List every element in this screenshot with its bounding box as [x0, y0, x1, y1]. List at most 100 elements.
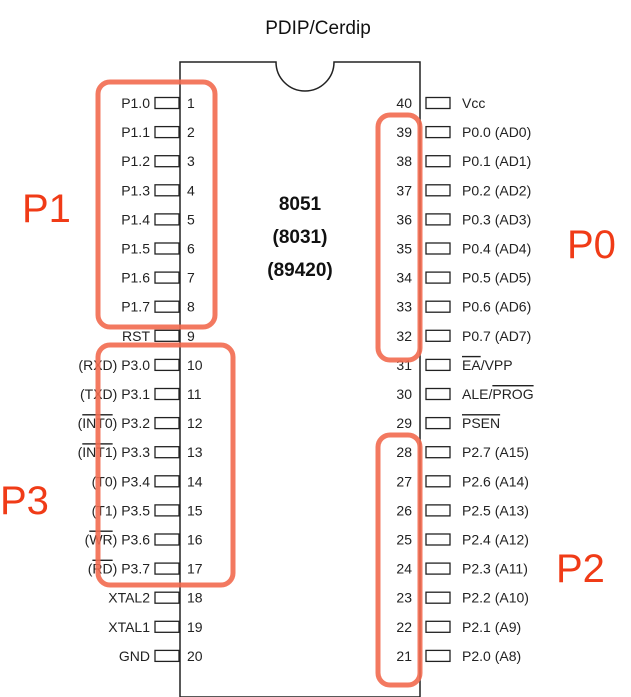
pin-label-part: P1.3: [121, 182, 150, 198]
pin-lead: [425, 416, 451, 430]
pin-number: 6: [187, 241, 195, 257]
pin-lead: [425, 387, 451, 401]
pin-number: 36: [396, 211, 412, 227]
pin-lead: [425, 329, 451, 342]
left-pin-5: 5 P1.4: [121, 211, 195, 227]
right-pin-32: 32 P0.7 (AD7): [396, 328, 531, 344]
right-pin-label: P0.7 (AD7): [462, 328, 531, 344]
port-p1-highlight: [95, 79, 218, 330]
pin-lead: [154, 446, 180, 459]
right-pin-21: 21 P2.0 (A8): [396, 648, 521, 664]
pin-lead: [425, 562, 451, 575]
pin-number: 1: [187, 95, 195, 111]
pin-lead: [154, 533, 180, 546]
pin-number: 25: [396, 532, 412, 548]
pin-label-part: P1.0: [121, 95, 150, 111]
right-pin-35: 35 P0.4 (AD4): [396, 241, 531, 257]
pin-number: 29: [396, 415, 412, 431]
pin-label-part: P2.1 (A9): [462, 619, 521, 635]
pin-lead: [154, 620, 180, 633]
right-pin-38: 38 P0.1 (AD1): [396, 153, 531, 169]
pin-number: 23: [396, 590, 412, 606]
pin-label-part: PSEN: [462, 415, 500, 431]
right-pin-label: P0.2 (AD2): [462, 182, 531, 198]
pin-label-part: Vcc: [462, 95, 485, 111]
right-pin-40: 40 Vcc: [396, 95, 485, 111]
pin-number: 21: [396, 648, 412, 664]
pin-label-part: ) P3.3: [113, 444, 151, 460]
right-pin-34: 34 P0.5 (AD5): [396, 270, 531, 286]
pin-number: 8: [187, 299, 195, 315]
left-pin-label: P1.7: [121, 299, 150, 315]
pin-number: 10: [187, 357, 203, 373]
pin-label-part: (T0) P3.4: [92, 473, 151, 489]
right-pin-label: P2.5 (A13): [462, 502, 529, 518]
pin-lead: [154, 125, 180, 139]
pin-label-part: GND: [119, 648, 150, 664]
left-pin-label: (T1) P3.5: [92, 502, 151, 518]
port-label-p2: P2: [556, 547, 605, 591]
pin-label-part: P0.4 (AD4): [462, 241, 531, 257]
left-pin-15: 15 (T1) P3.5: [92, 502, 203, 518]
pin-label-part: P0.7 (AD7): [462, 328, 531, 344]
port-label-p0: P0: [567, 223, 616, 267]
pin-number: 7: [187, 270, 195, 286]
pin-lead: [154, 358, 180, 372]
port-p3-highlight: [95, 342, 236, 588]
pin-lead: [425, 475, 451, 488]
pin-lead: [425, 300, 451, 313]
pin-number: 16: [187, 532, 203, 548]
left-pin-16: 16 (WR) P3.6: [85, 532, 203, 548]
right-pin-37: 37 P0.2 (AD2): [396, 182, 531, 198]
right-pin-label: P0.4 (AD4): [462, 241, 531, 257]
pin-label-part: /VPP: [481, 357, 513, 373]
pin-label-part: XTAL2: [108, 590, 150, 606]
right-pin-30: 30 ALE/PROG: [396, 386, 533, 402]
chip-name: 8051: [279, 194, 322, 215]
left-pin-label: XTAL1: [108, 619, 150, 635]
pin-number: 32: [396, 328, 412, 344]
pin-lead: [154, 96, 180, 110]
pin-label-part: XTAL1: [108, 619, 150, 635]
right-pin-29: 29 PSEN: [396, 415, 500, 431]
left-pin-6: 6 P1.5: [121, 241, 195, 257]
left-pin-label: GND: [119, 648, 150, 664]
pin-lead: [154, 329, 180, 342]
pin-lead: [425, 446, 451, 459]
pin-number: 24: [396, 561, 412, 577]
pin-lead: [425, 96, 451, 110]
pin-label-part: PROG: [492, 386, 533, 402]
right-pin-22: 22 P2.1 (A9): [396, 619, 521, 635]
right-pin-label: P2.1 (A9): [462, 619, 521, 635]
pin-number: 30: [396, 386, 412, 402]
left-pin-14: 14 (T0) P3.4: [92, 473, 203, 489]
pin-label-part: P0.0 (AD0): [462, 124, 531, 140]
pin-number: 17: [187, 561, 203, 577]
chip-variant-1: (8031): [273, 227, 328, 248]
pin-number: 15: [187, 502, 203, 518]
pin-number: 5: [187, 211, 195, 227]
pin-number: 19: [187, 619, 203, 635]
pin-label-part: P0.6 (AD6): [462, 299, 531, 315]
pin-lead: [425, 649, 451, 663]
pin-label-part: EA: [462, 357, 481, 373]
pin-lead: [154, 562, 180, 575]
pin-lead: [425, 271, 451, 284]
pin-label-part: ) P3.2: [113, 415, 151, 431]
left-pin-label: (INT0) P3.2: [78, 415, 151, 431]
pin-label-part: P0.2 (AD2): [462, 182, 531, 198]
pin-number: 20: [187, 648, 203, 664]
right-pin-group: 40 Vcc 39 P0.0 (AD0) 38 P0.1 (AD1) 37 P0.2 (AD2…: [396, 95, 533, 664]
pin-number: 38: [396, 153, 412, 169]
pin-lead: [425, 242, 451, 255]
left-pin-label: P1.2: [121, 153, 150, 169]
pin-number: 37: [396, 182, 412, 198]
left-pin-13: 13 (INT1) P3.3: [78, 444, 203, 460]
pin-label-part: (: [78, 444, 83, 460]
left-pin-label: P1.5: [121, 241, 150, 257]
left-pin-label: P1.0: [121, 95, 150, 111]
pin-number: 9: [187, 328, 195, 344]
pin-label-part: (T1) P3.5: [92, 502, 151, 518]
left-pin-19: 19 XTAL1: [108, 619, 203, 635]
